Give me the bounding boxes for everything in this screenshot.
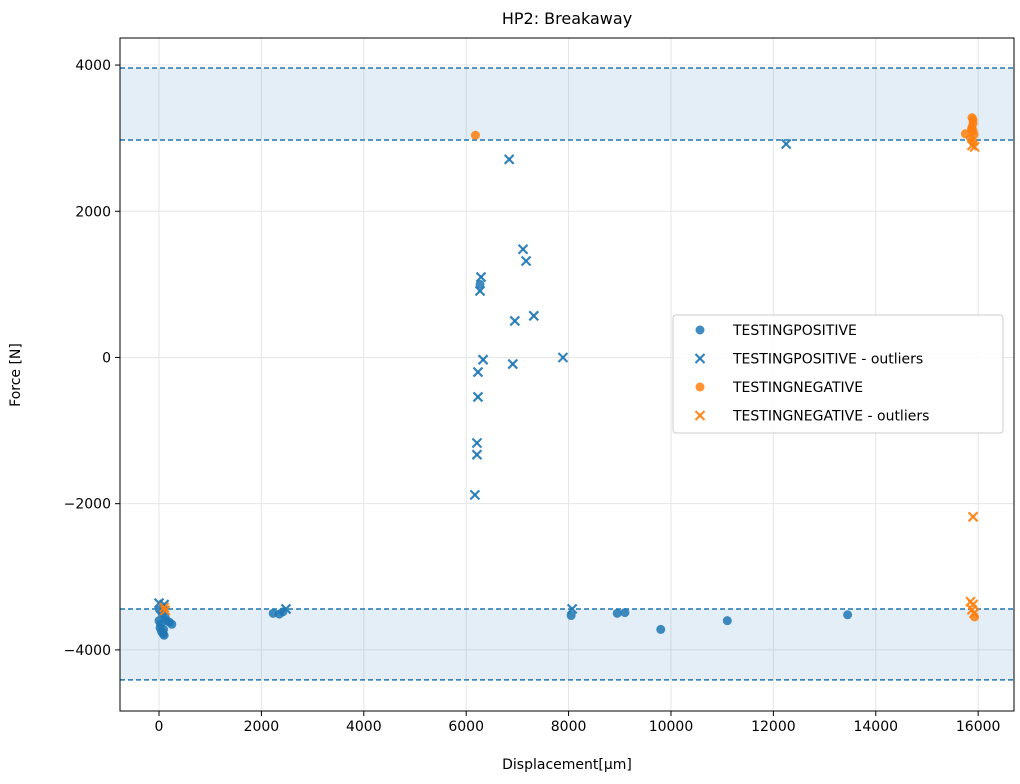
series-0-point [475, 279, 485, 289]
series-0-point [612, 608, 622, 618]
marker-stroke [780, 138, 792, 150]
legend-label: TESTINGNEGATIVE - outliers [732, 409, 929, 425]
marker-stroke [471, 449, 483, 460]
series-1-point [471, 449, 483, 460]
x-tick-label: 0 [155, 719, 164, 735]
series-1-point [472, 366, 484, 378]
marker-stroke [520, 255, 532, 267]
marker-stroke [472, 391, 484, 403]
series-2-point [967, 124, 977, 134]
data-points [153, 113, 980, 640]
marker-stroke [475, 271, 487, 283]
marker-stroke [528, 310, 540, 322]
series-3-point [969, 141, 980, 153]
marker-stroke [474, 285, 486, 297]
series-1-point [280, 603, 292, 615]
x-axis-label: Displacement[µm] [502, 757, 632, 773]
series-1-point [475, 271, 487, 283]
series-1-point [474, 285, 486, 297]
legend-marker [694, 410, 706, 421]
y-tick-label: 2000 [75, 204, 111, 220]
x-tick-label: 16000 [956, 719, 1001, 735]
legend-label: TESTINGPOSITIVE [732, 323, 857, 339]
series-0-point [722, 616, 732, 626]
series-0-point [656, 624, 666, 634]
series-1-point [780, 138, 792, 150]
series-1-point [507, 358, 519, 370]
y-tick-label: −4000 [64, 643, 111, 659]
marker-stroke [694, 410, 706, 421]
marker-stroke [968, 608, 980, 619]
marker-stroke [967, 511, 979, 523]
y-tick-label: 4000 [75, 58, 111, 74]
series-1-point [509, 315, 521, 327]
x-tick-label: 10000 [649, 719, 694, 735]
series-1-point [557, 352, 569, 363]
threshold-band [120, 67, 1014, 140]
bands [120, 67, 1014, 681]
series-0-point [167, 619, 177, 629]
marker-stroke [509, 315, 521, 327]
series-0-point [159, 624, 169, 634]
series-1-point [566, 603, 578, 615]
chart-title: HP2: Breakaway [502, 9, 632, 28]
series-1-point [469, 489, 481, 501]
x-tick-label: 6000 [448, 719, 484, 735]
legend-marker [694, 353, 706, 364]
series-3-point [968, 608, 980, 619]
x-tick-label: 12000 [751, 719, 796, 735]
marker-stroke [503, 154, 515, 165]
series-1-point [471, 437, 483, 449]
legend: TESTINGPOSITIVE TESTINGPOSITIVE - outlier… [672, 314, 1004, 434]
legend-label: TESTINGNEGATIVE [732, 380, 863, 396]
series-1-point [477, 354, 489, 365]
marker-stroke [158, 602, 170, 613]
marker-stroke [969, 141, 980, 153]
legend-label: TESTINGPOSITIVE - outliers [732, 352, 923, 368]
series-1-point [528, 310, 540, 322]
x-tick-label: 8000 [551, 719, 587, 735]
marker-stroke [557, 352, 569, 363]
legend-marker [695, 382, 705, 392]
marker-stroke [517, 243, 529, 255]
plot-frame [119, 37, 1015, 712]
marker-stroke [472, 366, 484, 378]
series-0-point [843, 610, 853, 620]
marker-stroke [153, 597, 165, 609]
x-tick-label: 2000 [244, 719, 280, 735]
marker-stroke [566, 603, 578, 615]
legend-box [672, 314, 1004, 434]
y-tick-label: 0 [102, 350, 111, 366]
marker-stroke [507, 358, 519, 370]
marker-stroke [280, 603, 292, 615]
series-0-point [620, 608, 630, 618]
threshold-band [120, 608, 1014, 680]
marker-stroke [471, 437, 483, 449]
marker-stroke [159, 605, 171, 616]
grid [120, 38, 1014, 711]
x-tick-label: 14000 [853, 719, 898, 735]
series-1-point [503, 154, 515, 165]
series-1-point [520, 255, 532, 267]
marker-stroke [469, 489, 481, 501]
marker-stroke [477, 354, 489, 365]
y-tick-label: −2000 [64, 497, 111, 513]
legend-marker [695, 325, 705, 335]
ticks: 0 2000 4000 6000 8000 10000 12000 14000 16000 −40… [64, 58, 1001, 735]
y-axis-label: Force [N] [8, 343, 24, 407]
series-2-point [470, 130, 480, 140]
x-tick-label: 4000 [346, 719, 382, 735]
series-1-point [517, 243, 529, 255]
series-3-point [967, 511, 979, 523]
series-3-point [158, 602, 170, 613]
series-3-point [159, 605, 171, 616]
marker-stroke [966, 604, 978, 615]
series-1-point [472, 391, 484, 403]
marker-stroke [694, 353, 706, 364]
